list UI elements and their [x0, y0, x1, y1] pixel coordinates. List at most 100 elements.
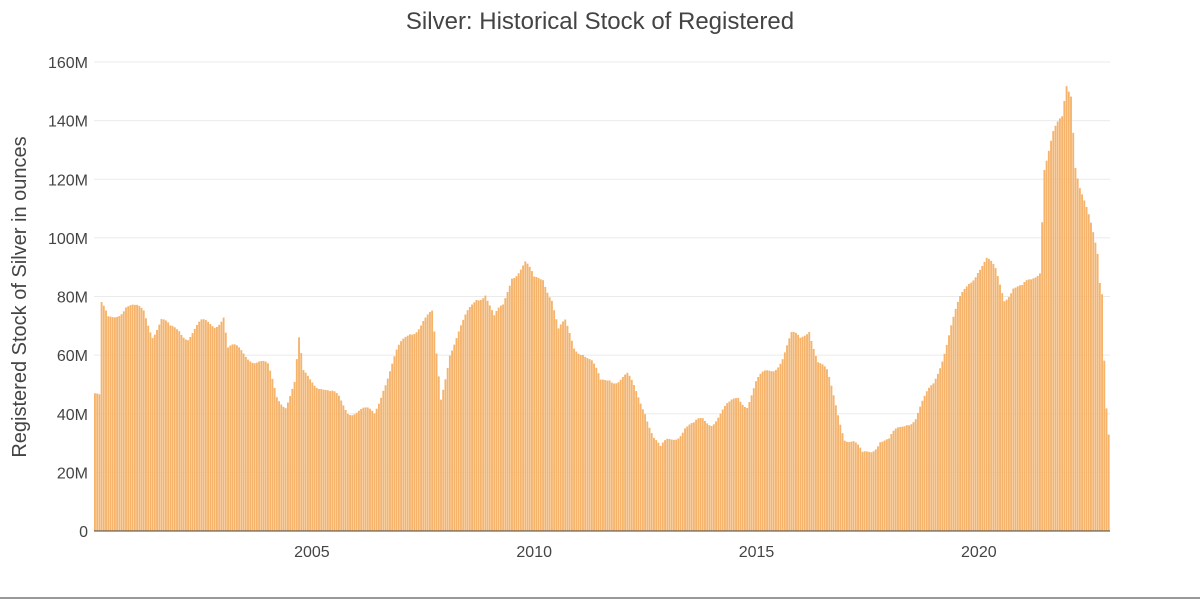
bar — [260, 361, 263, 531]
bar — [597, 373, 600, 531]
bar — [1090, 222, 1092, 531]
bar — [462, 319, 465, 531]
bar — [841, 433, 844, 531]
bar — [242, 353, 245, 531]
bar — [207, 321, 210, 531]
bar — [715, 421, 718, 531]
bar — [857, 444, 859, 531]
bar — [413, 333, 416, 531]
bar — [653, 437, 655, 531]
bar — [708, 425, 711, 531]
bar — [712, 424, 715, 531]
bar — [198, 321, 201, 531]
bar — [202, 319, 205, 531]
bar — [936, 373, 939, 531]
bar — [806, 334, 808, 531]
bar — [593, 363, 595, 531]
bar — [544, 286, 547, 531]
bar — [559, 324, 562, 531]
bar — [187, 340, 190, 531]
bar — [331, 390, 334, 531]
bar — [726, 403, 729, 531]
bar — [550, 300, 553, 531]
bar — [972, 280, 975, 531]
bar — [1003, 301, 1006, 531]
bar — [151, 338, 154, 531]
x-tick-label: 2020 — [961, 544, 997, 561]
bar — [340, 400, 343, 531]
bar — [542, 280, 544, 531]
bar — [400, 341, 402, 531]
bar — [353, 414, 356, 531]
bar — [213, 327, 216, 531]
bar — [821, 364, 824, 531]
bar — [433, 331, 436, 531]
bar — [903, 426, 906, 531]
bar — [706, 423, 709, 531]
bar — [120, 314, 123, 531]
bar — [231, 344, 234, 531]
bar — [1007, 297, 1010, 531]
bar — [1001, 293, 1004, 531]
bar — [251, 362, 254, 531]
bar — [535, 276, 538, 531]
bar — [590, 360, 593, 531]
bar — [945, 344, 948, 531]
bar — [761, 371, 764, 531]
bar — [524, 261, 527, 531]
bar — [178, 331, 181, 531]
bar — [249, 361, 252, 531]
bar — [269, 370, 272, 531]
bar — [191, 333, 194, 531]
bar — [1023, 282, 1026, 531]
bar — [464, 314, 467, 531]
bar — [910, 424, 913, 531]
bar — [357, 410, 360, 531]
bar — [102, 305, 105, 531]
bar — [397, 344, 400, 531]
bar — [728, 401, 731, 531]
bar — [384, 385, 387, 531]
bar — [635, 390, 638, 531]
bar — [648, 427, 651, 531]
bar — [721, 409, 724, 531]
bar — [801, 336, 804, 531]
bar — [746, 407, 749, 531]
bar — [395, 349, 398, 531]
bar — [238, 347, 241, 531]
bar — [280, 404, 283, 531]
bar — [495, 310, 498, 531]
bar — [386, 378, 389, 531]
bar — [1014, 287, 1017, 531]
bar — [125, 307, 127, 531]
bar — [484, 295, 487, 531]
bar — [672, 439, 675, 531]
bar — [617, 382, 620, 531]
bar — [377, 403, 380, 531]
y-tick-label: 60M — [57, 348, 88, 365]
bar — [1027, 279, 1030, 531]
bar — [928, 387, 930, 531]
bar — [832, 395, 835, 531]
bar — [730, 399, 733, 531]
bar — [451, 350, 454, 531]
bar — [750, 395, 753, 531]
bar — [799, 337, 802, 531]
bar — [131, 304, 134, 531]
bar — [326, 390, 329, 531]
bar — [930, 385, 933, 531]
bar — [976, 273, 979, 531]
bar — [739, 401, 742, 531]
bar — [564, 319, 567, 531]
bar — [244, 356, 247, 531]
bar — [511, 278, 513, 531]
bar — [670, 439, 673, 531]
bar — [786, 345, 788, 531]
bar — [943, 353, 946, 531]
bar — [1010, 293, 1013, 531]
bar — [664, 440, 666, 531]
bar — [1045, 160, 1048, 531]
bar — [826, 369, 828, 531]
bar — [389, 371, 391, 531]
bar — [415, 332, 418, 531]
